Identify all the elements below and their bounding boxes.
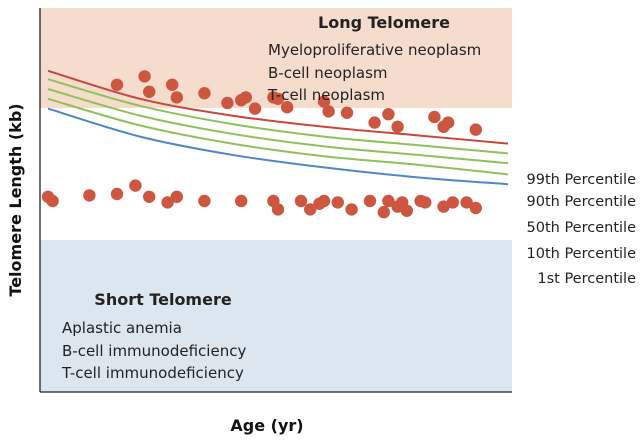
long-telomere-title: Long Telomere — [318, 13, 450, 32]
short-point-5 — [143, 190, 156, 203]
short-point-19 — [377, 206, 390, 219]
short-point-12 — [294, 194, 308, 208]
short-point-3 — [110, 187, 124, 201]
short-point-15 — [317, 194, 331, 208]
short-point-13 — [304, 203, 317, 216]
short-point-4 — [129, 179, 142, 192]
short-point-25 — [419, 196, 432, 209]
data-points — [41, 70, 482, 219]
axes-layer — [39, 8, 512, 393]
long-point-21 — [442, 116, 455, 129]
short-point-11 — [271, 203, 285, 216]
long-point-3 — [166, 78, 179, 92]
short-point-23 — [400, 204, 413, 217]
percentile-line-2 — [47, 88, 509, 165]
long-item-2: B-cell neoplasm — [268, 64, 388, 82]
short-telomere-region — [40, 240, 512, 392]
short-point-29 — [469, 201, 482, 215]
short-point-9 — [235, 194, 248, 208]
long-point-4 — [170, 91, 183, 104]
long-point-11 — [271, 92, 285, 106]
percentile-lines — [47, 69, 509, 186]
short-point-20 — [382, 194, 395, 208]
short-telomere-title: Short Telomere — [94, 290, 232, 309]
long-point-8 — [239, 91, 252, 104]
long-point-22 — [469, 123, 482, 136]
legend-label-1st: 1st Percentile — [537, 271, 636, 287]
short-point-18 — [363, 194, 377, 208]
long-point-13 — [317, 95, 331, 108]
long-point-9 — [248, 102, 262, 115]
long-point-19 — [428, 110, 441, 124]
long-point-18 — [391, 120, 404, 133]
percentile-line-1 — [47, 78, 509, 155]
legend-label-10th: 10th Percentile — [527, 246, 637, 262]
long-telomere-region — [40, 8, 512, 108]
long-point-5 — [198, 87, 211, 100]
long-point-1 — [138, 70, 151, 83]
long-point-17 — [382, 108, 395, 121]
long-item-3: T-cell neoplasm — [267, 86, 385, 104]
long-point-15 — [340, 106, 354, 120]
x-axis-title: Age (yr) — [230, 416, 303, 435]
short-point-16 — [331, 196, 344, 209]
short-point-8 — [198, 194, 211, 208]
short-point-7 — [170, 190, 183, 203]
short-item-1: Aplastic anemia — [62, 319, 182, 337]
short-point-1 — [46, 194, 59, 208]
long-point-6 — [221, 96, 234, 110]
short-point-2 — [83, 189, 96, 202]
short-point-17 — [345, 203, 358, 216]
long-point-12 — [281, 101, 294, 114]
short-item-3: T-cell immunodeficiency — [61, 364, 244, 382]
percentile-line-3 — [47, 97, 509, 176]
percentile-line-4 — [47, 107, 509, 186]
legend-label-50th: 50th Percentile — [527, 220, 637, 236]
legend-label-90th: 90th Percentile — [527, 194, 637, 210]
long-point-2 — [143, 85, 156, 99]
short-point-6 — [161, 196, 174, 209]
regions-layer — [40, 8, 512, 392]
y-axis-title: Telomere Length (kb) — [6, 103, 25, 296]
short-point-27 — [446, 196, 459, 209]
labels-layer: Long Telomere Myeloproliferative neoplas… — [6, 13, 636, 435]
short-point-28 — [460, 196, 473, 209]
percentile-line-0 — [47, 69, 509, 145]
long-point-0 — [110, 78, 124, 92]
long-point-16 — [368, 116, 381, 129]
long-item-1: Myeloproliferative neoplasm — [268, 41, 481, 59]
legend-label-99th: 99th Percentile — [527, 172, 637, 188]
short-item-2: B-cell immunodeficiency — [62, 342, 246, 360]
long-point-14 — [322, 105, 335, 118]
